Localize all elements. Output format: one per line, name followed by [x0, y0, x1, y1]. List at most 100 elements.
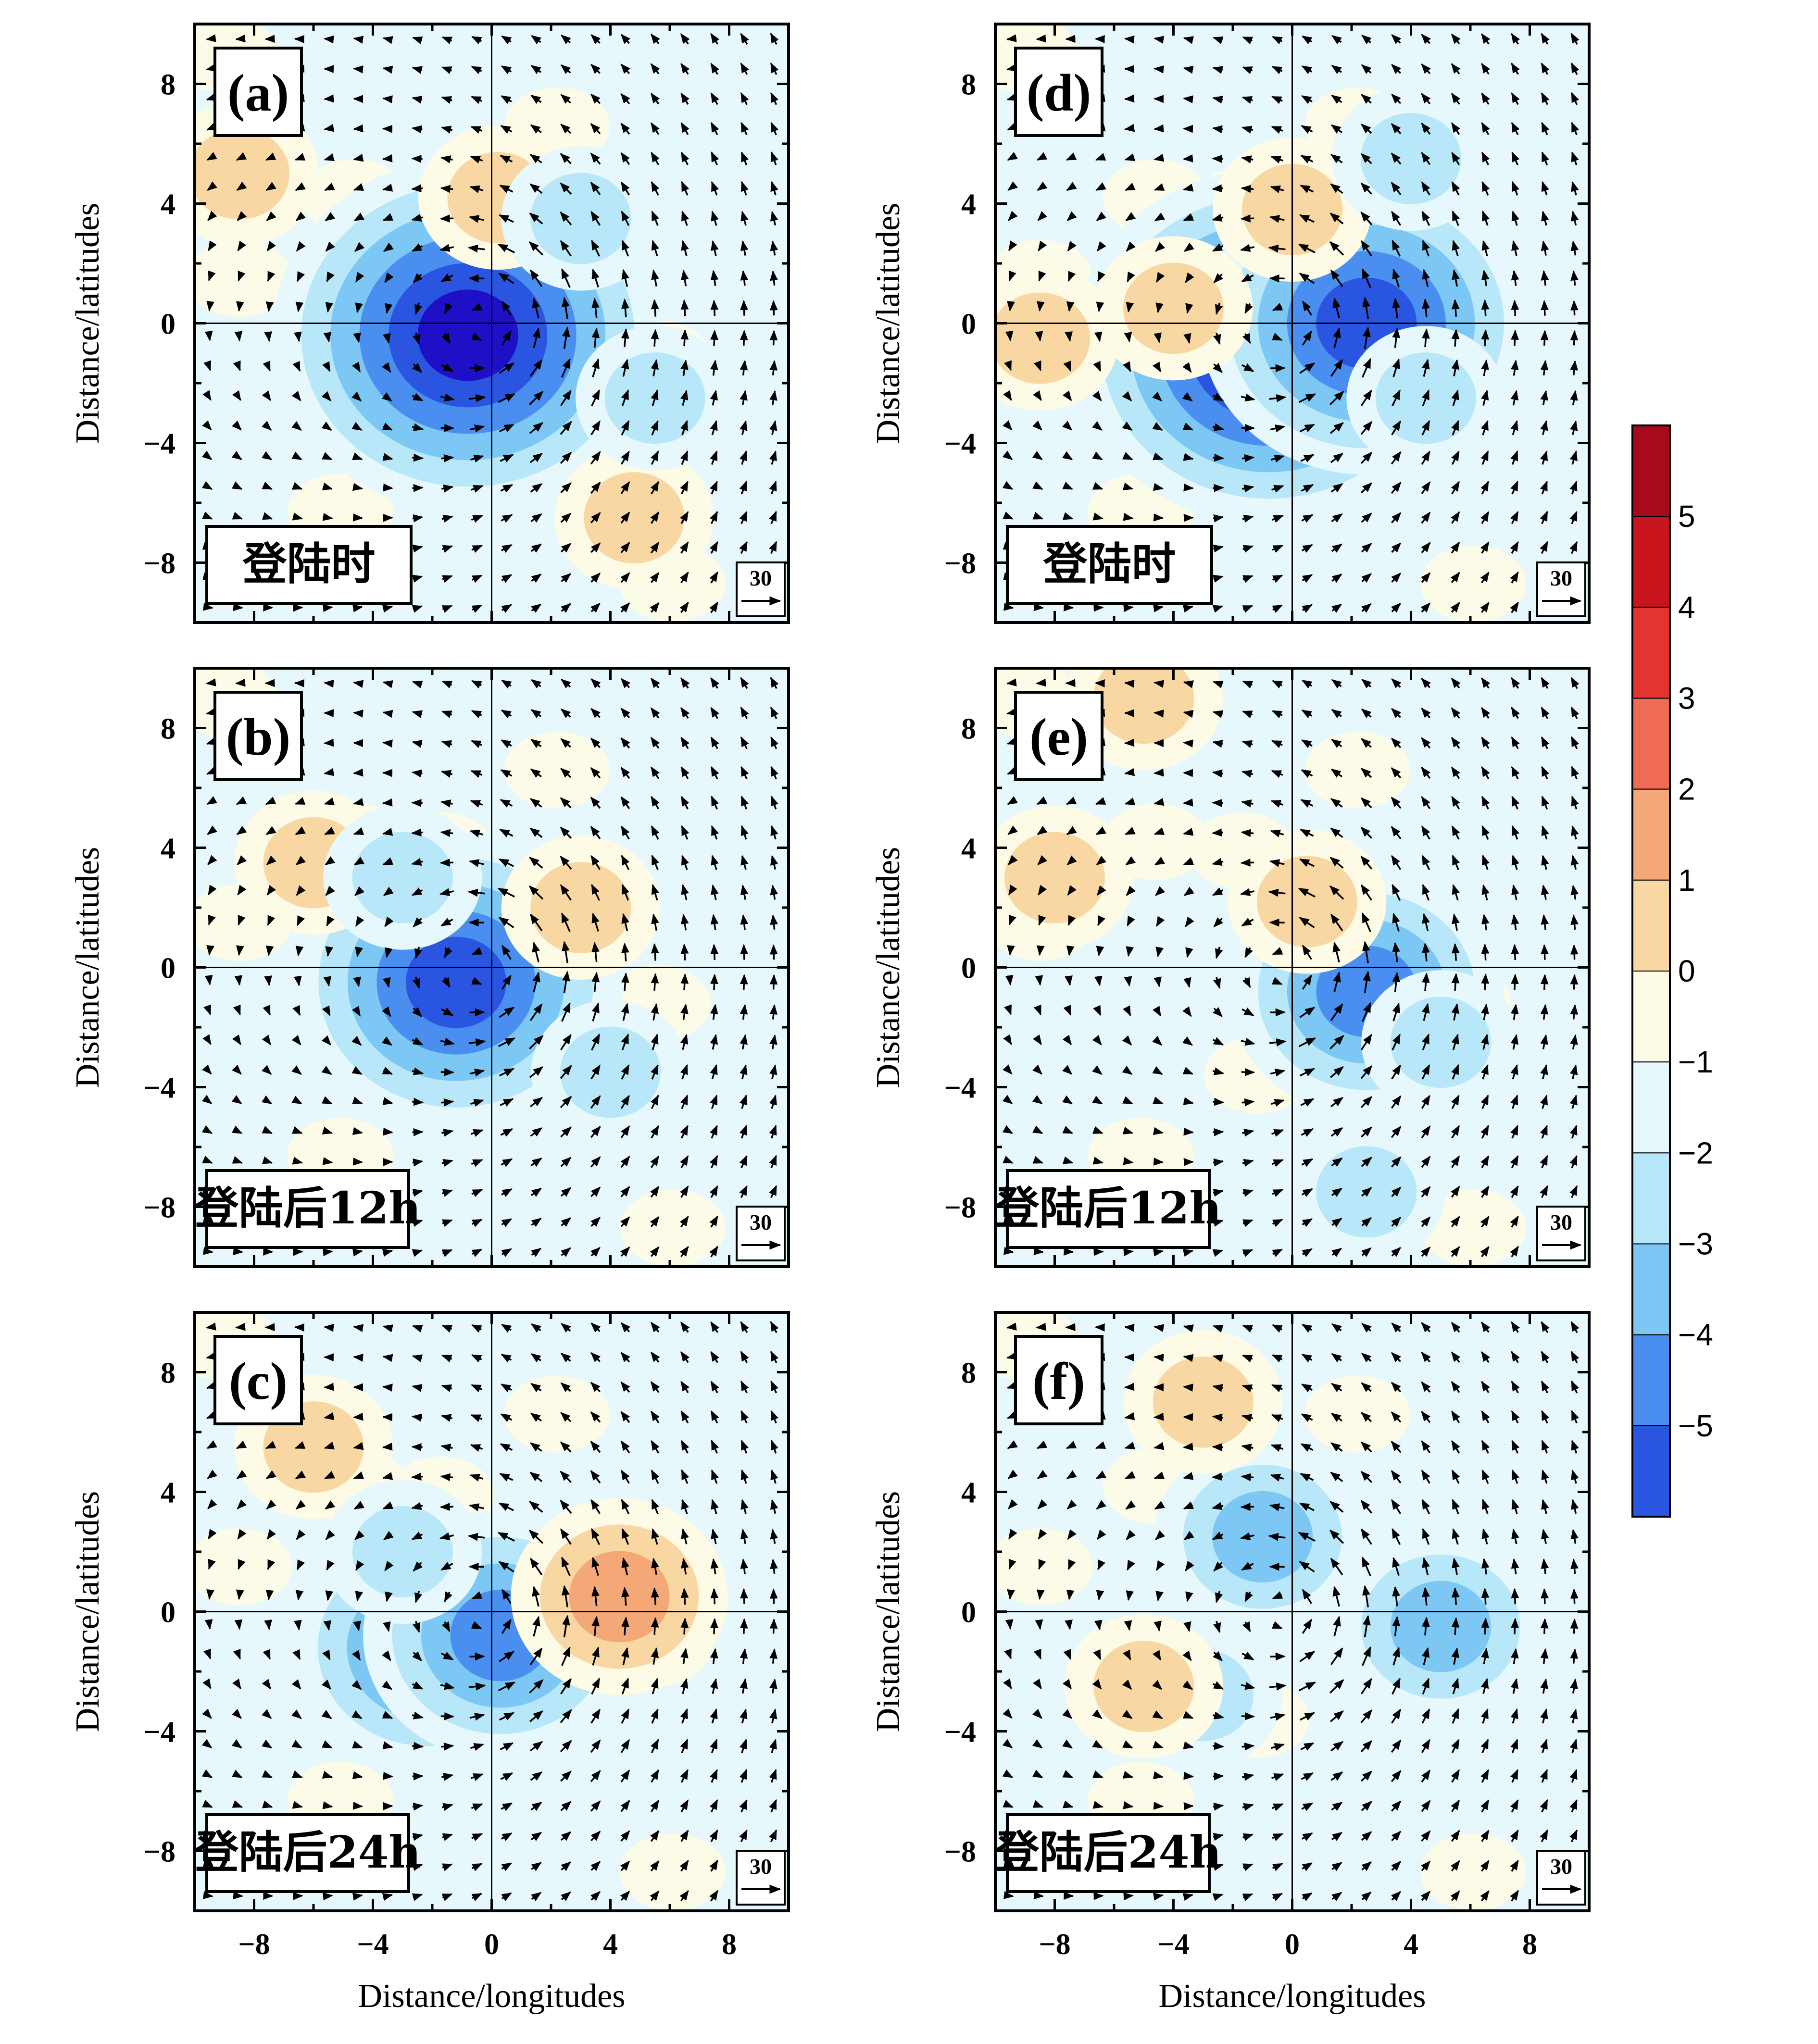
wind-arrow — [1126, 946, 1134, 957]
wind-arrow — [383, 483, 393, 492]
wind-arrow — [238, 915, 246, 926]
wind-arrow — [591, 972, 600, 992]
wind-arrow — [322, 1096, 333, 1105]
wind-arrow — [237, 240, 247, 251]
wind-arrow — [232, 511, 243, 520]
wind-arrow — [590, 451, 601, 465]
reference-vector-value: 30 — [750, 1854, 772, 1879]
wind-arrow — [351, 391, 362, 402]
wind-arrow — [383, 977, 391, 988]
wind-arrow — [620, 450, 630, 465]
wind-arrow — [769, 1095, 777, 1109]
wind-arrow — [1124, 976, 1132, 987]
wind-arrow — [498, 1037, 516, 1047]
wind-arrow — [769, 480, 777, 495]
wind-arrow — [1212, 1472, 1224, 1481]
wind-arrow — [206, 945, 214, 956]
wind-arrow — [770, 33, 779, 45]
wind-arrow — [560, 182, 572, 195]
wind-arrow — [1153, 1157, 1164, 1166]
wind-arrow — [621, 298, 629, 317]
wind-arrow — [263, 361, 271, 372]
wind-arrow — [769, 360, 778, 375]
panel-f: 8 4 0 −4 −8 −8 −4 0 4 8 Distance/longitudes Distanc… — [870, 1311, 1591, 2015]
wind-arrow — [232, 420, 242, 431]
wind-arrow — [590, 602, 601, 613]
wind-arrow — [680, 420, 688, 436]
colorbar-swatch — [1632, 1152, 1670, 1245]
wind-arrow — [591, 1002, 600, 1022]
wind-arrow — [262, 421, 272, 431]
wind-arrow — [651, 1034, 659, 1050]
wind-arrow — [236, 181, 247, 191]
wind-arrow — [651, 913, 659, 931]
reference-vector-value: 30 — [1550, 1210, 1572, 1234]
panel-letter: (e) — [1029, 708, 1088, 766]
wind-arrow — [681, 211, 689, 226]
wind-arrow — [351, 1035, 362, 1046]
wind-arrow — [709, 1215, 718, 1228]
wind-arrow — [1451, 973, 1460, 991]
wind-arrow — [470, 1099, 484, 1107]
wind-arrow — [207, 181, 217, 191]
wind-arrow — [1241, 1098, 1255, 1107]
colorbar-label: 5 — [1678, 499, 1695, 534]
wind-arrow — [530, 35, 541, 45]
wind-arrow — [232, 1125, 243, 1134]
wind-arrow — [500, 454, 514, 462]
wind-arrow — [739, 1155, 748, 1169]
wind-arrow — [680, 151, 690, 165]
reference-vector-value: 30 — [750, 566, 772, 590]
wind-arrow — [591, 942, 600, 962]
wind-arrow — [1212, 828, 1224, 837]
y-tick-label: 4 — [961, 833, 976, 865]
wind-arrow — [1006, 63, 1017, 72]
wind-arrow — [208, 914, 216, 926]
wind-arrow — [740, 122, 749, 136]
wind-arrow — [203, 1246, 213, 1255]
wind-arrow — [501, 330, 512, 346]
wind-arrow — [202, 1064, 212, 1075]
wind-arrow — [739, 541, 748, 554]
wind-arrow — [620, 1216, 630, 1227]
wind-arrow — [769, 1034, 777, 1049]
wind-arrow — [1006, 1352, 1017, 1360]
wind-arrow — [650, 1216, 660, 1228]
wind-arrow — [560, 240, 572, 257]
wind-arrow — [740, 92, 749, 105]
wind-arrow — [651, 1587, 659, 1605]
panel-b: 8 4 0 −4 −8 Distance/latitudes (b) 登陆后12h 30 — [69, 667, 790, 1268]
wind-arrow — [292, 361, 301, 372]
wind-arrow — [262, 1156, 273, 1164]
wind-arrow — [740, 360, 748, 376]
wind-arrow — [1124, 124, 1135, 132]
wind-arrow — [497, 243, 515, 254]
wind-arrow — [740, 390, 748, 406]
wind-arrow — [501, 300, 512, 316]
wind-arrow — [383, 242, 394, 252]
wind-arrow — [740, 62, 749, 75]
wind-arrow — [326, 271, 335, 283]
wind-arrow — [1540, 1618, 1549, 1634]
wind-arrow — [1183, 1771, 1194, 1780]
wind-arrow — [352, 483, 364, 491]
wind-arrow — [561, 35, 571, 45]
wind-arrow — [501, 574, 513, 583]
wind-arrow — [680, 511, 689, 524]
wind-arrow — [711, 151, 719, 165]
field-patch — [1420, 1833, 1527, 1911]
wind-arrow — [680, 33, 690, 45]
wind-arrow — [351, 1006, 361, 1017]
wind-arrow — [1124, 332, 1132, 343]
wind-arrow — [679, 1185, 689, 1198]
wind-arrow — [323, 1248, 333, 1257]
wind-arrow — [501, 514, 513, 523]
wind-arrow — [469, 1068, 485, 1077]
wind-arrow — [1241, 1712, 1255, 1720]
wind-arrow — [679, 1246, 689, 1258]
wind-arrow — [1126, 302, 1134, 313]
y-tick-label: −4 — [944, 1716, 976, 1749]
wind-arrow — [560, 64, 571, 74]
wind-arrow — [385, 947, 393, 958]
wind-arrow — [499, 1068, 514, 1077]
